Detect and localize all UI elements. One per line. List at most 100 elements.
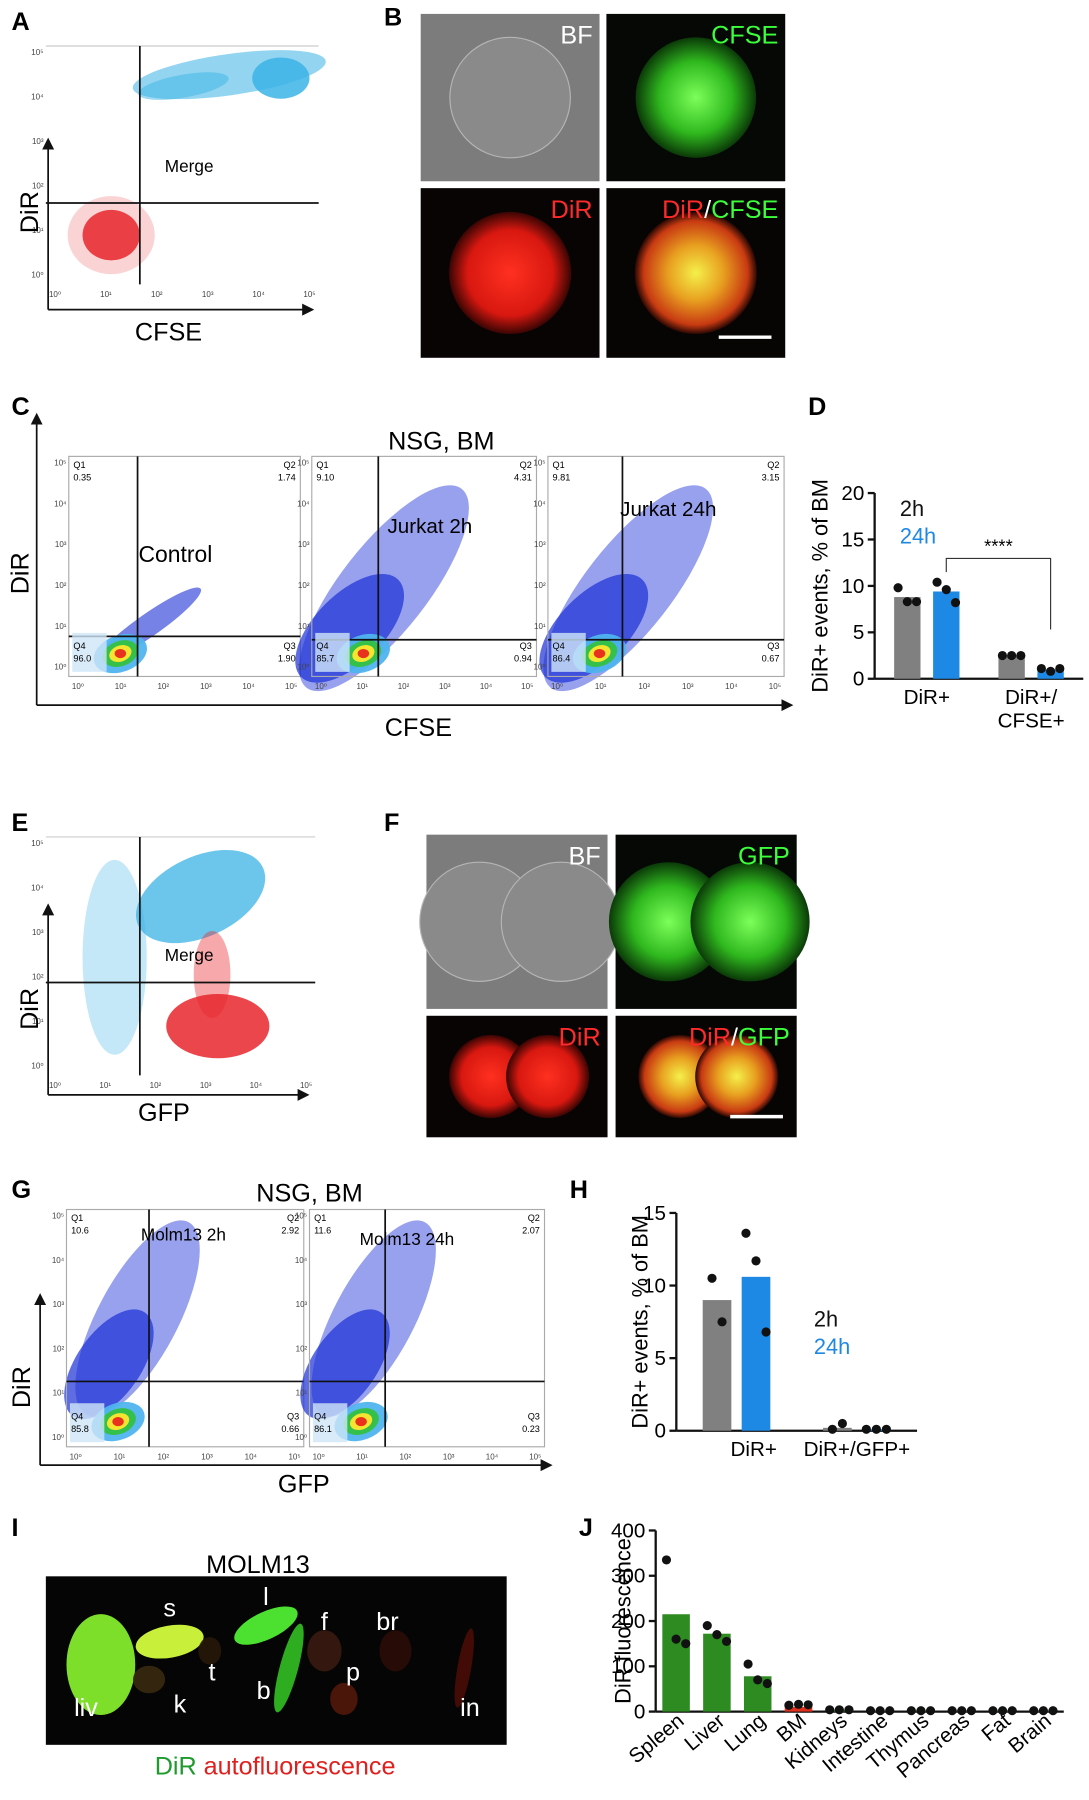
organ-label: f [321,1608,329,1636]
x-tick-label: 10³ [439,682,451,691]
channel-label: CFSE [711,22,778,50]
y-axis-title: DiR fluorescence [610,1538,635,1704]
cell-cloud [64,1309,154,1420]
cell [449,1034,533,1119]
bar [784,1707,813,1712]
x-tick-label: 10² [157,1452,169,1461]
cell [608,862,729,982]
cell-cloud [136,850,266,944]
quadrant-value: 1.90 [278,654,296,664]
cell-cloud [82,859,147,1055]
panel-label: J [579,1514,593,1542]
x-tick-label: 10¹ [114,1452,126,1461]
data-point [871,1424,881,1434]
cell [500,861,622,982]
data-point [741,1228,751,1238]
x-tick-label: 10⁰ [49,1081,61,1090]
y-tick-label: 10⁵ [54,459,66,468]
significance-bracket [945,557,1052,630]
legend-label: 24h [900,523,936,548]
y-tick-label: 10³ [55,540,67,549]
x-tick-label: DiR+ [904,686,950,709]
quadrant-value: 0.35 [73,472,91,482]
y-tick-label: 10² [53,1344,65,1353]
data-point [941,585,951,595]
bar [998,655,1025,679]
y-tick-label: 10¹ [534,622,546,631]
panel-label: I [11,1514,18,1542]
x-tick-label: 10² [150,1081,162,1090]
x-tick-label: 10¹ [100,290,112,299]
data-point [803,1700,813,1710]
panel-title: NSG, BM [256,1179,362,1207]
x-tick-label: 10⁴ [250,1081,263,1090]
y-axis-title: DiR+ events, % of BM [628,1215,653,1429]
x-tick-label: 10⁰ [551,682,563,691]
y-tick-label: 5 [853,621,864,644]
quadrant-name: Q4 [73,641,85,651]
quadrant-value: 2.07 [522,1226,540,1236]
plot-label: Jurkat 2h [387,515,472,538]
data-point [1038,1706,1048,1716]
data-point [875,1706,885,1716]
y-tick-label: 10⁰ [295,1433,307,1442]
y-tick-label: 300 [611,1565,645,1588]
cell-cloud [166,993,270,1059]
quadrant-value: 1.74 [278,472,296,482]
cell-cloud [379,1630,412,1672]
x-tick-label: 10⁴ [486,1452,499,1461]
data-point [932,577,942,587]
caption-part: autofluorescence [204,1753,396,1781]
quadrant-name: Q1 [314,1213,326,1223]
legend-label: 2h [900,496,924,521]
cell-cloud [198,1637,222,1665]
y-tick-label: 400 [611,1519,645,1542]
cell-cloud [307,1630,342,1672]
quadrant-value: 86.1 [314,1424,332,1434]
quadrant-value: 9.10 [316,472,334,482]
x-tick-label: 10⁵ [300,1081,312,1090]
data-point [997,650,1007,661]
x-tick-label: Brain [1004,1709,1056,1758]
data-point [827,1424,837,1434]
x-tick-label: 10⁵ [529,1452,541,1461]
data-point [784,1700,794,1710]
channel-label-part: / [704,196,711,224]
cell-cloud [82,209,140,261]
plot-frame [308,1208,546,1448]
bar [702,1300,732,1431]
data-point [751,1256,761,1266]
x-tick-label: 10⁰ [72,682,84,691]
y-tick-label: 0 [853,668,864,691]
data-point [966,1706,976,1716]
cell-cloud [355,1416,367,1427]
x-tick-label: 10² [398,682,410,691]
data-point [762,1678,772,1689]
quadrant-value: 85.7 [316,654,334,664]
y-axis-title: DiR [16,988,44,1030]
channel-label-part: DiR [689,1024,731,1052]
quadrant-value: 0.94 [514,654,532,664]
channel-label-part: DiR [662,196,704,224]
channel-label: DiR/GFP [689,1024,790,1052]
q4-gate [312,1403,348,1443]
data-point [661,1555,672,1565]
data-point [702,1620,712,1631]
y-tick-label: 10³ [32,137,44,146]
panel-label: H [570,1176,588,1204]
quadrant-name: Q4 [71,1411,83,1421]
cell-cloud [330,1682,358,1716]
organ-label: br [376,1608,398,1636]
plot-label: Jurkat 24h [620,498,716,521]
data-point [925,1706,936,1716]
y-tick-label: 0 [655,1420,666,1443]
panel-label: A [11,8,29,36]
x-tick-label: 10³ [200,1081,212,1090]
y-tick-label: 10⁵ [31,48,43,57]
q4-gate [72,632,107,672]
x-tick-label: Lung [720,1709,770,1756]
data-point [793,1699,804,1709]
y-tick-label: 10¹ [55,622,67,631]
quadrant-value: 2.92 [281,1226,299,1236]
